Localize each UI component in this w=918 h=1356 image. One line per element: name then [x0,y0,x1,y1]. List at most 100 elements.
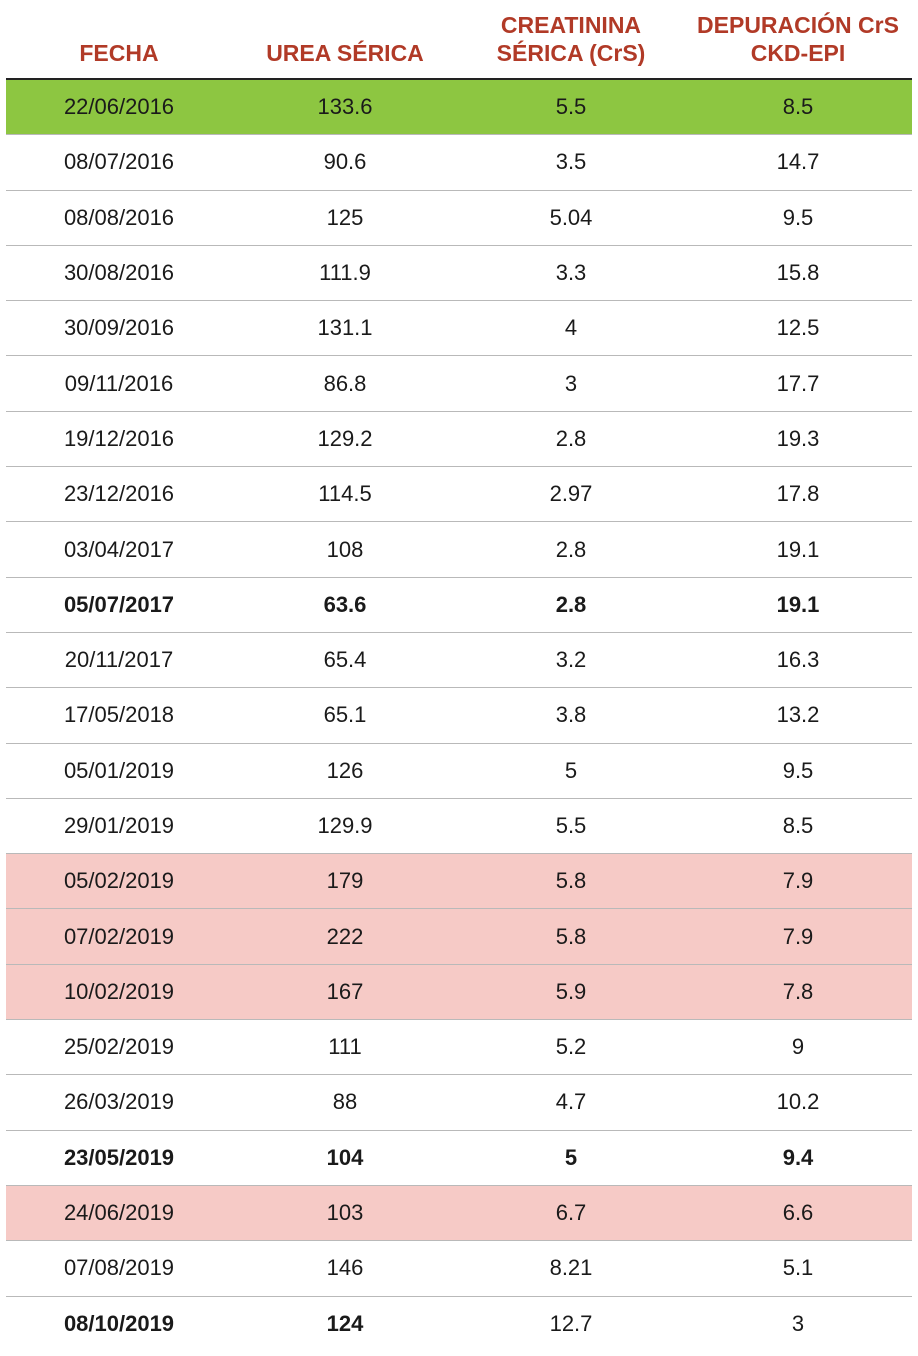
cell-fecha: 29/01/2019 [63,813,175,838]
column-header-line: SÉRICA (CrS) [496,40,646,66]
table-row: 09/11/2016 86.8 3 17.7 [6,356,912,412]
cell-depuracion: 9.5 [782,204,814,230]
table-row: 17/05/2018 65.1 3.8 13.2 [6,688,912,744]
column-header-urea: UREA SÉRICA [232,0,458,78]
cell-urea: 222 [326,923,364,949]
table-row: 08/10/2019 124 12.7 3 [6,1297,912,1352]
cell-creatinina: 3 [564,370,578,396]
cell-urea: 179 [326,868,364,894]
cell-creatinina: 4 [564,315,578,341]
cell-fecha: 07/02/2019 [63,923,175,949]
column-header-line: UREA SÉRICA [266,40,424,66]
cell-depuracion: 9 [791,1034,805,1060]
cell-creatinina: 4.7 [555,1089,587,1115]
table-row: 30/08/2016 111.9 3.3 15.8 [6,246,912,302]
cell-creatinina: 2.97 [549,481,593,507]
cell-creatinina: 5 [564,1144,578,1170]
cell-creatinina: 5.5 [555,813,587,838]
cell-urea: 86.8 [323,370,367,396]
cell-depuracion: 12.5 [776,315,820,341]
table-row: 07/02/2019 222 5.8 7.9 [6,909,912,965]
cell-depuracion: 16.3 [776,647,820,673]
cell-creatinina: 5.8 [555,868,587,894]
lab-results-table: FECHA UREA SÉRICA CREATININA SÉRICA (CrS… [6,0,912,1352]
cell-fecha: 08/10/2019 [63,1311,175,1337]
table-row: 23/12/2016 114.5 2.97 17.8 [6,467,912,523]
table-row: 08/08/2016 125 5.04 9.5 [6,191,912,246]
cell-depuracion: 9.5 [782,757,814,783]
cell-fecha: 03/04/2017 [63,536,175,562]
cell-creatinina: 5.9 [555,978,587,1004]
cell-urea: 65.1 [323,702,367,728]
cell-depuracion: 3 [791,1311,805,1337]
cell-fecha: 20/11/2017 [64,647,174,673]
cell-creatinina: 3.8 [555,702,587,728]
table-row: 30/09/2016 131.1 4 12.5 [6,301,912,357]
cell-fecha: 05/02/2019 [63,868,175,894]
cell-depuracion: 5.1 [782,1255,814,1281]
table-row: 05/01/2019 126 5 9.5 [6,744,912,799]
cell-creatinina: 12.7 [549,1311,593,1337]
cell-fecha: 19/12/2016 [63,425,175,451]
table-row: 07/08/2019 146 8.21 5.1 [6,1241,912,1297]
cell-depuracion: 7.9 [782,923,814,949]
table-row: 08/07/2016 90.6 3.5 14.7 [6,135,912,191]
cell-fecha: 23/12/2016 [63,481,175,507]
cell-fecha: 30/08/2016 [63,260,175,286]
table-row: 05/07/2017 63.6 2.8 19.1 [6,578,912,633]
cell-fecha: 07/08/2019 [63,1255,175,1281]
cell-depuracion: 6.6 [782,1200,814,1226]
column-header-depuracion: DEPURACIÓN CrS CKD-EPI [684,0,912,78]
cell-fecha: 22/06/2016 [63,94,175,120]
cell-urea: 103 [326,1200,364,1226]
cell-depuracion: 8.5 [782,813,814,838]
cell-fecha: 08/08/2016 [63,204,175,230]
column-header-line: DEPURACIÓN CrS [697,12,899,38]
cell-depuracion: 13.2 [776,702,820,728]
cell-creatinina: 6.7 [555,1200,587,1226]
cell-depuracion: 19.1 [776,536,820,562]
table-row: 05/02/2019 179 5.8 7.9 [6,854,912,910]
cell-creatinina: 5.2 [555,1034,587,1060]
cell-creatinina: 3.3 [555,260,587,286]
cell-depuracion: 9.4 [782,1144,814,1170]
cell-urea: 90.6 [323,149,367,175]
cell-urea: 125 [326,204,364,230]
cell-creatinina: 2.8 [555,591,587,617]
cell-fecha: 25/02/2019 [63,1034,175,1060]
cell-urea: 65.4 [323,647,367,673]
cell-fecha: 05/01/2019 [63,757,175,783]
column-header-line: FECHA [79,40,159,66]
cell-fecha: 24/06/2019 [63,1200,175,1226]
cell-creatinina: 2.8 [555,536,587,562]
cell-fecha: 10/02/2019 [63,978,175,1004]
cell-urea: 131.1 [317,315,373,341]
cell-urea: 104 [326,1144,364,1170]
table-row: 20/11/2017 65.4 3.2 16.3 [6,633,912,689]
cell-urea: 133.6 [317,94,373,120]
cell-urea: 63.6 [323,591,367,617]
cell-depuracion: 14.7 [776,149,820,175]
cell-depuracion: 19.1 [776,591,820,617]
cell-depuracion: 19.3 [776,425,820,451]
table-row: 24/06/2019 103 6.7 6.6 [6,1185,912,1242]
cell-creatinina: 5.5 [555,94,587,120]
cell-urea: 108 [326,536,364,562]
column-header-line: CKD-EPI [750,40,846,66]
cell-depuracion: 8.5 [782,94,814,120]
cell-creatinina: 8.21 [549,1255,593,1281]
table-row: 29/01/2019 129.9 5.5 8.5 [6,799,912,855]
cell-urea: 88 [332,1089,358,1115]
cell-depuracion: 7.8 [782,978,814,1004]
cell-creatinina: 5.04 [549,204,593,230]
table-body: 22/06/2016 133.6 5.5 8.5 08/07/2016 90.6 3.5 14… [6,80,912,1352]
cell-urea: 124 [326,1311,364,1337]
cell-urea: 126 [326,757,364,783]
cell-creatinina: 3.2 [555,647,587,673]
cell-creatinina: 2.8 [555,425,587,451]
cell-fecha: 05/07/2017 [63,591,175,617]
cell-fecha: 08/07/2016 [63,149,175,175]
column-header-creatinina: CREATININA SÉRICA (CrS) [458,0,684,78]
table-row: 03/04/2017 108 2.8 19.1 [6,522,912,578]
table-row: 26/03/2019 88 4.7 10.2 [6,1075,912,1131]
